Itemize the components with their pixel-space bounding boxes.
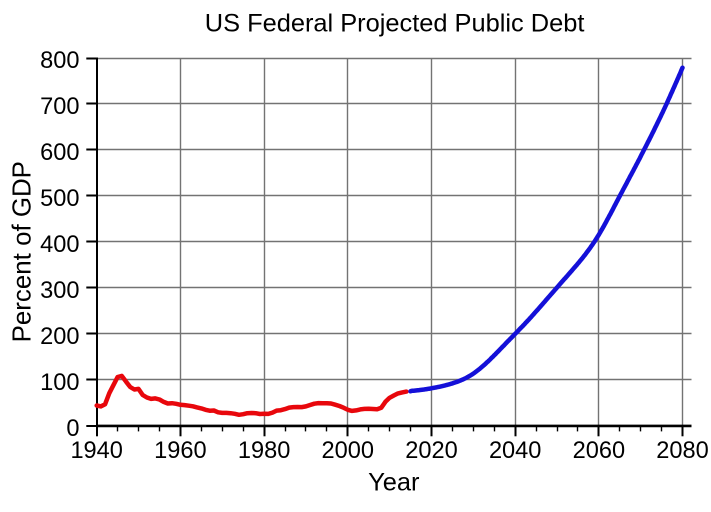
svg-text:Year: Year (368, 469, 420, 497)
svg-text:200: 200 (40, 324, 79, 350)
svg-text:2000: 2000 (322, 438, 375, 464)
svg-text:1940: 1940 (70, 438, 123, 464)
svg-text:2080: 2080 (656, 438, 709, 464)
svg-text:1980: 1980 (238, 438, 291, 464)
svg-text:2060: 2060 (573, 438, 626, 464)
svg-text:Percent of GDP: Percent of GDP (8, 161, 36, 342)
svg-text:1960: 1960 (154, 438, 207, 464)
svg-text:US Federal Projected Public De: US Federal Projected Public Debt (205, 10, 585, 38)
svg-text:700: 700 (40, 94, 79, 120)
svg-text:0: 0 (66, 416, 79, 442)
svg-text:2020: 2020 (405, 438, 458, 464)
svg-text:800: 800 (40, 48, 79, 74)
svg-text:400: 400 (40, 232, 79, 258)
svg-text:100: 100 (40, 370, 79, 396)
svg-text:500: 500 (40, 186, 79, 212)
svg-text:300: 300 (40, 278, 79, 304)
svg-text:2040: 2040 (489, 438, 542, 464)
svg-text:600: 600 (40, 140, 79, 166)
